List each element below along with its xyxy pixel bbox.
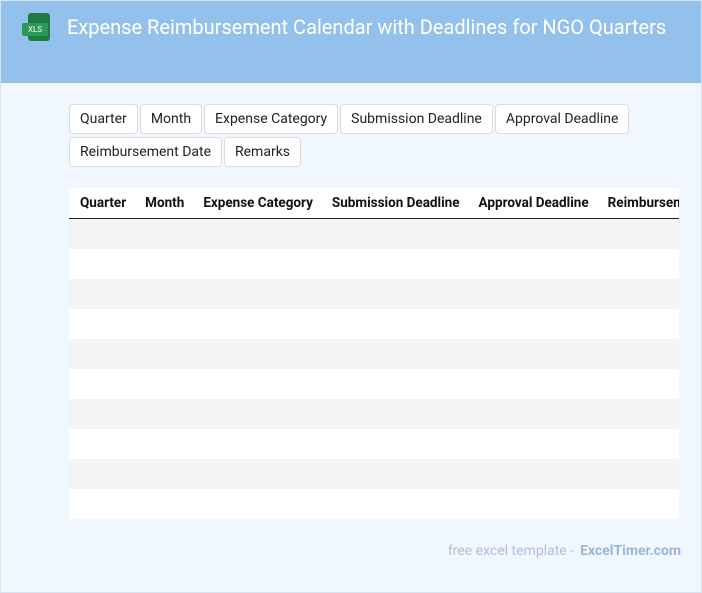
filter-chip[interactable]: Month xyxy=(139,104,203,134)
filter-bar: Quarter Month Expense Category Submission D… xyxy=(69,104,669,170)
table-header: Quarter Month Expense Category Submission D… xyxy=(69,188,679,219)
footer-text: free excel template - xyxy=(447,543,575,559)
filter-chip[interactable]: Remarks xyxy=(224,137,302,167)
column-header: Submission Deadline xyxy=(331,195,460,211)
column-header: Expense Category xyxy=(203,195,313,211)
filter-chip[interactable]: Approval Deadline xyxy=(494,104,630,134)
table: Quarter Month Expense Category Submission D… xyxy=(69,188,679,519)
column-header: Approval Deadline xyxy=(478,195,589,211)
filter-chip[interactable]: Submission Deadline xyxy=(340,104,493,134)
header: XLS Expense Reimbursement Calendar with D… xyxy=(1,1,701,83)
icon-label: XLS xyxy=(22,23,48,36)
filter-chip[interactable]: Quarter xyxy=(69,104,138,134)
footer: free excel template - ExcelTimer.com xyxy=(448,543,681,559)
filter-chip[interactable]: Reimbursement Date xyxy=(69,137,222,167)
footer-brand[interactable]: ExcelTimer.com xyxy=(580,543,681,559)
column-header: Quarter xyxy=(80,195,127,211)
column-header: Reimbursement Date xyxy=(607,195,679,211)
file-icon: XLS xyxy=(22,13,52,43)
table-body xyxy=(69,219,679,519)
column-header: Month xyxy=(145,195,185,211)
title: Expense Reimbursement Calendar with Dead… xyxy=(67,15,667,39)
filter-chip[interactable]: Expense Category xyxy=(204,104,339,134)
